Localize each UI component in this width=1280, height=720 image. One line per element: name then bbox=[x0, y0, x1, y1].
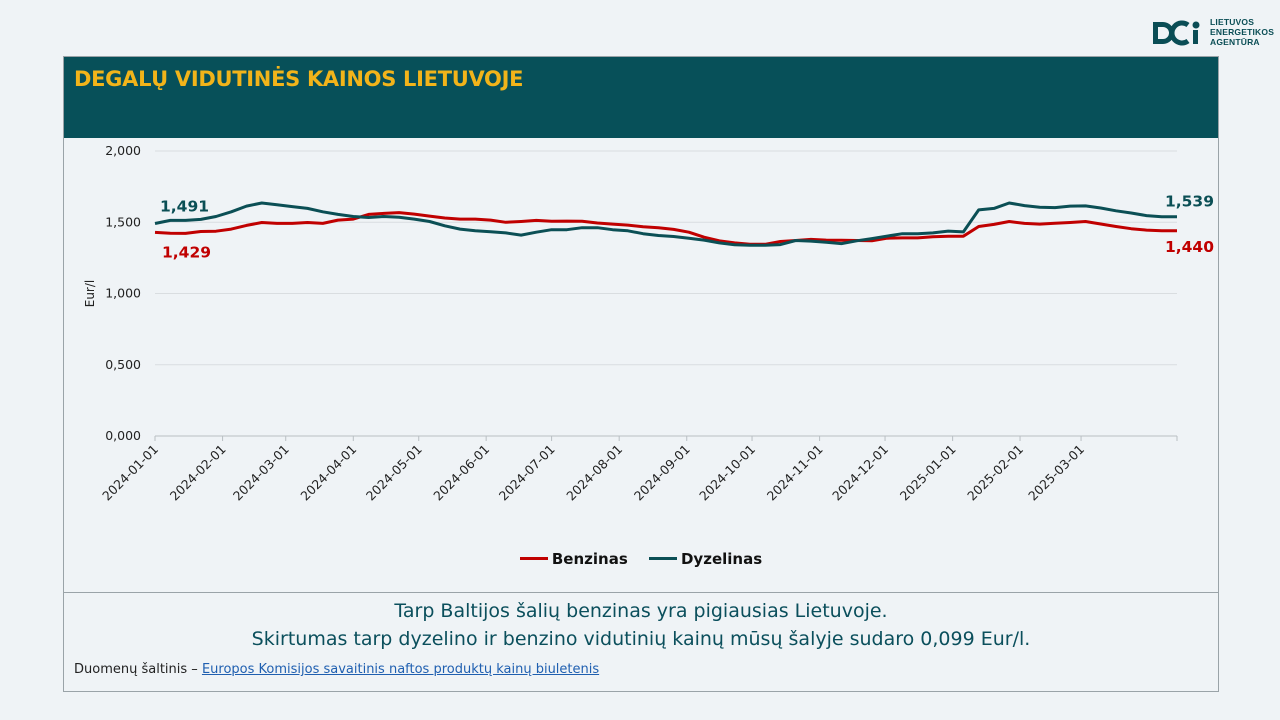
x-tick-label: 2025-01-01 bbox=[897, 442, 959, 504]
data-label-dyzelinas-start: 1,491 bbox=[160, 198, 209, 216]
legend-label-dyzelinas: Dyzelinas bbox=[680, 549, 763, 568]
y-tick-label: 0,000 bbox=[105, 428, 141, 443]
legend-swatch-dyzelinas bbox=[648, 557, 677, 560]
x-tick-label: 2024-01-01 bbox=[99, 442, 161, 504]
x-tick-label: 2024-07-01 bbox=[496, 442, 558, 504]
data-label-benzinas-start: 1,429 bbox=[162, 243, 211, 261]
x-tick-label: 2024-11-01 bbox=[764, 442, 826, 504]
summary-line-1: Tarp Baltijos šalių benzinas yra pigiaus… bbox=[394, 600, 888, 622]
data-label-dyzelinas-end: 1,539 bbox=[1165, 193, 1214, 211]
series-line-dyzelinas bbox=[154, 201, 1177, 247]
chart-panel: DEGALŲ VIDUTINĖS KAINOS LIETUVOJE 0,000 0… bbox=[63, 56, 1219, 692]
data-source: Duomenų šaltinis – Europos Komisijos sav… bbox=[74, 662, 599, 677]
y-tick-label: 1,500 bbox=[105, 214, 141, 229]
logo-mark-icon bbox=[1153, 20, 1200, 46]
x-tick-label: 2024-04-01 bbox=[297, 442, 359, 504]
x-tick-label: 2024-02-01 bbox=[167, 442, 229, 504]
legend-item-benzinas: Benzinas bbox=[519, 549, 628, 568]
summary-text: Tarp Baltijos šalių benzinas yra pigiaus… bbox=[64, 597, 1218, 653]
x-tick-label: 2025-02-01 bbox=[964, 442, 1026, 504]
series-line-benzinas bbox=[154, 211, 1177, 246]
line-chart: 0,000 0,500 1,000 1,500 2,000 Eur/l 2024-01-01… bbox=[83, 143, 1214, 504]
chart-area: 0,000 0,500 1,000 1,500 2,000 Eur/l 2024-01-01… bbox=[64, 138, 1218, 592]
header-bar: DEGALŲ VIDUTINĖS KAINOS LIETUVOJE bbox=[64, 57, 1218, 138]
source-link[interactable]: Europos Komisijos savaitinis naftos prod… bbox=[201, 662, 600, 677]
legend-label-benzinas: Benzinas bbox=[551, 549, 628, 568]
x-tick-label: 2024-06-01 bbox=[430, 442, 492, 504]
y-tick-label: 1,000 bbox=[105, 286, 141, 301]
x-tick-label: 2024-12-01 bbox=[829, 442, 891, 504]
y-tick-label: 0,500 bbox=[105, 357, 141, 372]
x-tick-label: 2024-10-01 bbox=[696, 442, 758, 504]
y-axis-label: Eur/l bbox=[83, 280, 97, 308]
agency-logo: LIETUVOS ENERGETIKOS AGENTŪRA bbox=[1150, 14, 1274, 54]
x-tick-label: 2024-05-01 bbox=[363, 442, 425, 504]
x-tick-label: 2024-09-01 bbox=[631, 442, 693, 504]
x-tick-label: 2025-03-01 bbox=[1025, 442, 1087, 504]
divider bbox=[64, 592, 1218, 593]
legend-swatch-benzinas bbox=[519, 557, 548, 560]
y-tick-label: 2,000 bbox=[105, 143, 141, 158]
source-label: Duomenų šaltinis – bbox=[74, 662, 202, 677]
summary-line-2: Skirtumas tarp dyzelino ir benzino vidut… bbox=[251, 628, 1031, 650]
data-label-benzinas-end: 1,440 bbox=[1165, 238, 1214, 256]
logo-text: LIETUVOS ENERGETIKOS AGENTŪRA bbox=[1210, 17, 1275, 47]
chart-legend: Benzinas Dyzelinas bbox=[64, 546, 1218, 568]
x-tick-label: 2024-03-01 bbox=[230, 442, 292, 504]
legend-item-dyzelinas: Dyzelinas bbox=[648, 549, 763, 568]
x-tick-label: 2024-08-01 bbox=[563, 442, 625, 504]
page-title: DEGALŲ VIDUTINĖS KAINOS LIETUVOJE bbox=[74, 67, 524, 91]
